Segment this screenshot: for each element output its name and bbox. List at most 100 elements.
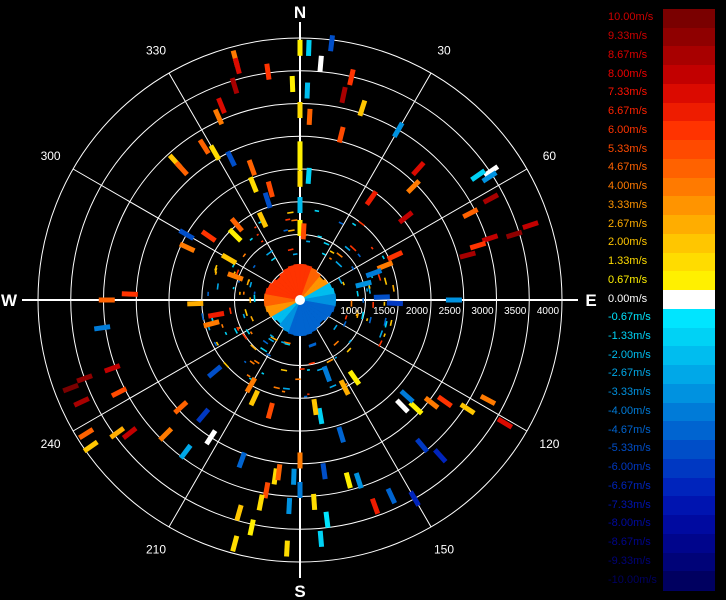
radial-line-240 xyxy=(72,315,272,432)
legend-swatch xyxy=(663,252,715,273)
radar-return xyxy=(415,437,430,454)
legend-label: -10.00m/s xyxy=(608,573,657,586)
radar-return xyxy=(204,429,218,446)
legend-label: -5.33m/s xyxy=(608,442,651,455)
legend-label: 4.67m/s xyxy=(608,161,648,174)
radar-return xyxy=(121,426,138,440)
radar-return xyxy=(347,369,362,386)
clutter-speck xyxy=(365,318,369,322)
radar-return xyxy=(247,519,256,536)
radar-return xyxy=(227,227,243,243)
clutter-speck xyxy=(260,240,264,243)
radar-return xyxy=(306,39,312,57)
radar-return xyxy=(265,402,275,420)
clutter-speck xyxy=(253,359,260,365)
radar-return xyxy=(73,396,90,408)
legend-swatch xyxy=(663,83,715,104)
radar-return xyxy=(392,121,405,139)
radar-return xyxy=(230,535,240,552)
legend-swatch xyxy=(663,365,715,386)
radar-return xyxy=(357,99,368,117)
radar-return xyxy=(291,468,297,485)
radar-return xyxy=(246,159,257,177)
radar-return xyxy=(82,439,99,454)
radar-return xyxy=(236,451,247,469)
clutter-speck xyxy=(244,309,248,317)
clutter-speck xyxy=(284,342,291,346)
range-label-1500: 1500 xyxy=(373,306,396,317)
radar-return xyxy=(306,108,313,125)
radar-return xyxy=(459,250,477,260)
clutter-speck xyxy=(349,245,357,252)
radar-return xyxy=(411,160,426,177)
clutter-speck xyxy=(355,313,358,317)
radar-return xyxy=(376,260,394,271)
legend-swatch xyxy=(663,327,715,348)
clutter-speck xyxy=(389,319,393,327)
radar-return xyxy=(262,481,271,499)
clutter-speck xyxy=(201,313,205,321)
legend-swatch xyxy=(663,27,715,48)
clutter-speck xyxy=(367,286,372,294)
range-label-3500: 3500 xyxy=(504,306,527,317)
near-field-clutter xyxy=(201,209,395,398)
clutter-speck xyxy=(356,290,359,297)
radar-return xyxy=(93,324,111,332)
clutter-speck xyxy=(333,340,340,346)
bearing-label-300: 300 xyxy=(41,149,61,163)
clutter-speck xyxy=(356,313,359,319)
clutter-speck xyxy=(378,340,383,347)
radar-return xyxy=(297,481,303,498)
radar-return xyxy=(174,160,189,177)
clutter-speck xyxy=(262,339,269,345)
clutter-speck xyxy=(232,286,235,290)
legend-label: -0.67m/s xyxy=(608,311,651,324)
legend-label: -9.33m/s xyxy=(608,554,651,567)
clutter-speck xyxy=(303,395,308,398)
clutter-speck xyxy=(247,279,251,282)
legend-swatch xyxy=(663,271,715,292)
radar-return xyxy=(178,228,195,241)
clutter-speck xyxy=(334,356,338,359)
clutter-speck xyxy=(383,317,387,326)
clutter-speck xyxy=(306,240,311,243)
clutter-speck xyxy=(253,294,256,303)
radar-return xyxy=(469,240,487,251)
clutter-speck xyxy=(207,291,210,297)
clutter-speck xyxy=(285,218,291,221)
clutter-speck xyxy=(249,360,255,365)
clutter-speck xyxy=(346,307,349,311)
clutter-speck xyxy=(243,360,247,364)
legend-swatch xyxy=(663,421,715,442)
clutter-speck xyxy=(280,368,288,372)
clutter-speck xyxy=(214,271,218,275)
clutter-speck xyxy=(253,291,256,295)
radar-return xyxy=(286,497,293,515)
radar-return xyxy=(197,138,211,155)
bearing-label-210: 210 xyxy=(146,542,166,556)
radar-return xyxy=(208,144,222,161)
radar-return xyxy=(265,180,275,198)
radar-return xyxy=(207,310,225,319)
legend-swatch xyxy=(663,402,715,423)
clutter-speck xyxy=(356,309,359,313)
radar-return xyxy=(206,364,223,379)
clutter-speck xyxy=(351,222,357,227)
legend-swatch xyxy=(663,233,715,254)
legend-label: -6.00m/s xyxy=(608,461,651,474)
legend-swatch xyxy=(663,65,715,86)
clutter-speck xyxy=(383,301,386,306)
radar-return xyxy=(297,102,303,119)
clutter-speck xyxy=(346,347,352,353)
clutter-speck xyxy=(317,235,323,238)
legend-swatch xyxy=(663,571,715,592)
radar-return xyxy=(305,167,312,185)
legend-label: 5.33m/s xyxy=(608,142,648,155)
clutter-speck xyxy=(344,315,348,320)
doppler-returns xyxy=(62,34,539,557)
radar-return xyxy=(78,427,95,440)
clutter-speck xyxy=(260,346,268,353)
clutter-speck xyxy=(228,307,232,315)
radar-return xyxy=(364,190,379,207)
legend-swatch xyxy=(663,46,715,67)
